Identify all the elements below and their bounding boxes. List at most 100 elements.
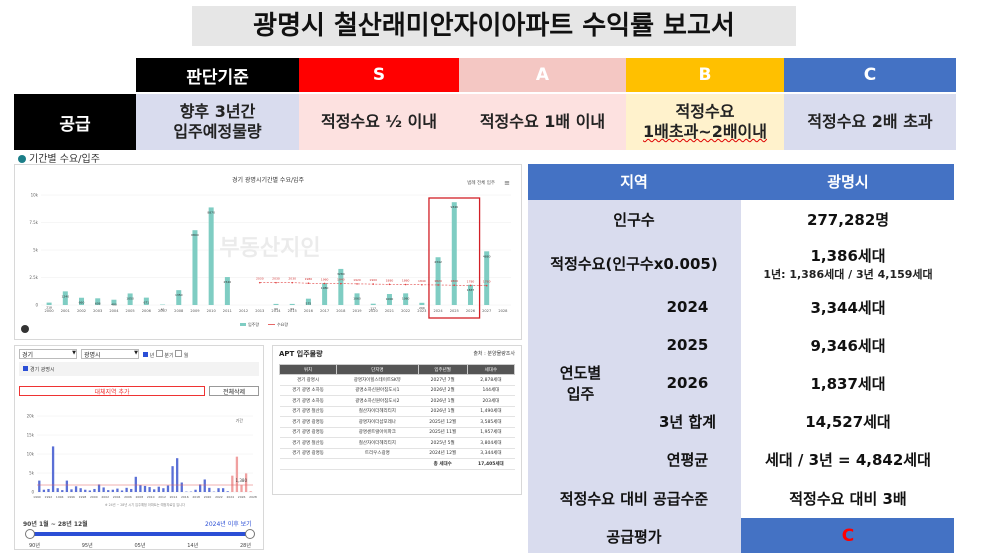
table-cell: 광명자이힐스테이트SK뷰 [336,374,419,386]
supply-period-line2: 입주예정물량 [173,122,262,141]
region-select[interactable]: 경기 ▼ [19,349,77,359]
chart-title: 경기 광명시기간별 수요/입주 [232,176,305,184]
year-2025-value: 9,346세대 [741,326,955,364]
range-slider-handle-end[interactable] [245,529,255,539]
bar-data-label: 1980 [321,286,329,290]
mini-bar [153,489,156,492]
x-tick-label: 2008 [174,309,184,313]
x-tick-label: 1996 [67,495,75,499]
x-tick-label: 2007 [158,309,167,313]
x-tick-label: 2020 [369,309,379,313]
table-cell: 2026년 2월 [418,385,468,396]
section-icon [18,155,26,163]
bar-data-label: 1060 [402,296,410,300]
mini-bar [61,490,64,492]
demand-point [437,284,439,286]
bar-supply [62,291,68,305]
grade-b: B [626,58,784,92]
table-cell: 철산자이더헤리티지 [336,437,419,449]
legend-label: 수요량 [277,321,288,327]
side-label: 기간 [236,417,244,423]
grade-c: C [784,58,956,92]
add-region-button[interactable]: 대체지역 추가 [19,386,205,396]
table-cell: 2,878세대 [467,374,515,386]
x-tick-label: 2006 [124,495,132,499]
x-tick-label: 2005 [126,309,135,313]
year-radio[interactable] [143,352,148,357]
x-tick-label: 2027 [482,309,491,313]
region-value: 광명시 [741,163,955,200]
x-tick-label: 2004 [113,495,121,499]
bar-data-label: 218 [46,306,52,310]
sum-label: 3년 합계 [634,402,741,440]
table-cell: 광명자이더샵포레나 [336,416,419,428]
demand-data-label: 1820 [434,279,442,283]
table-cell: 203세대 [467,395,515,407]
bar-supply [46,302,52,305]
period-options: 년 분기 월 [143,350,188,359]
mini-bar [221,488,225,492]
menu-icon: ≡ [504,179,510,187]
demand-data-label: 1940 [337,278,345,282]
mini-bar [70,489,73,492]
x-tick-label: 2008 [135,495,143,499]
apt-column-header: 세대수 [466,364,516,375]
table-cell: 2026년 1월 [418,406,468,417]
x-tick-label: 2010 [207,309,217,313]
x-tick-label: 2024 [226,495,234,499]
month-option-label: 월 [183,353,189,359]
x-tick-label: 2022 [215,495,223,499]
y-tick-label: 0 [31,490,34,495]
y-tick-label: 5k [33,248,39,253]
x-tick-label: 2018 [192,495,200,499]
bar-supply [79,297,85,305]
level-label: 적정수요 대비 공급수준 [527,478,741,518]
mini-bar [125,487,128,492]
demand-data-label: 2030 [272,277,280,281]
x-tick-label: 2017 [320,309,329,313]
year-2025-label: 2025 [634,326,741,364]
bar-supply [370,303,376,305]
mini-bar [166,485,170,492]
bar-supply [467,284,473,305]
supply-label: 공급 [14,94,136,150]
month-radio[interactable] [175,350,183,357]
mini-bar [139,485,142,492]
apt-column-header: 단지명 [336,364,419,375]
range-link[interactable]: 2024년 이후 보기 [205,521,252,528]
range-slider-track[interactable] [29,532,251,536]
demand-point [485,284,488,287]
mini-bar [93,488,96,492]
bar-supply [386,294,392,305]
range-slider-handle-start[interactable] [25,529,35,539]
mini-bar [79,488,82,492]
table-cell: 2026년 1월 [418,395,468,407]
x-tick-label: 2021 [385,309,394,313]
desc-b-line1: 적정수요 [675,102,735,121]
region-tag[interactable]: 경기 광명시 [23,366,55,373]
table-cell: 철산자이더헤리티지 [336,406,419,417]
reset-button[interactable]: 전체삭제 [209,386,259,396]
mini-bar [51,446,55,492]
table-row: 경기 광명 광명동 트리우스광명 2024년 12월 3,344세대 [279,448,515,459]
yearly-label-line2: 입주 [566,385,595,403]
city-select[interactable]: 광명시 ▼ [81,349,139,359]
quarter-radio[interactable] [155,350,163,357]
year-2026-label: 2026 [634,364,741,402]
bar-supply [322,283,328,305]
bar-supply [289,303,295,305]
table-cell: 3,344세대 [467,448,515,459]
demand-data-label: 1900 [369,278,377,282]
x-tick-label: 2000 [45,309,55,313]
table-cell: 광명소하신원아침도시2 [336,395,419,407]
y-tick-label: 2.5k [29,275,38,280]
year-option-label: 년 [149,353,155,359]
demand-data-label: 1920 [353,278,361,282]
x-tick-label: 2025 [450,309,459,313]
slider-tick: 90년 [29,543,40,549]
x-tick-label: 2024 [433,309,443,313]
y-tick-label: 10k [31,193,39,198]
criteria-header: 판단기준 [136,58,299,92]
bar-data-label: 1350 [175,293,183,297]
bar-supply [305,298,311,305]
